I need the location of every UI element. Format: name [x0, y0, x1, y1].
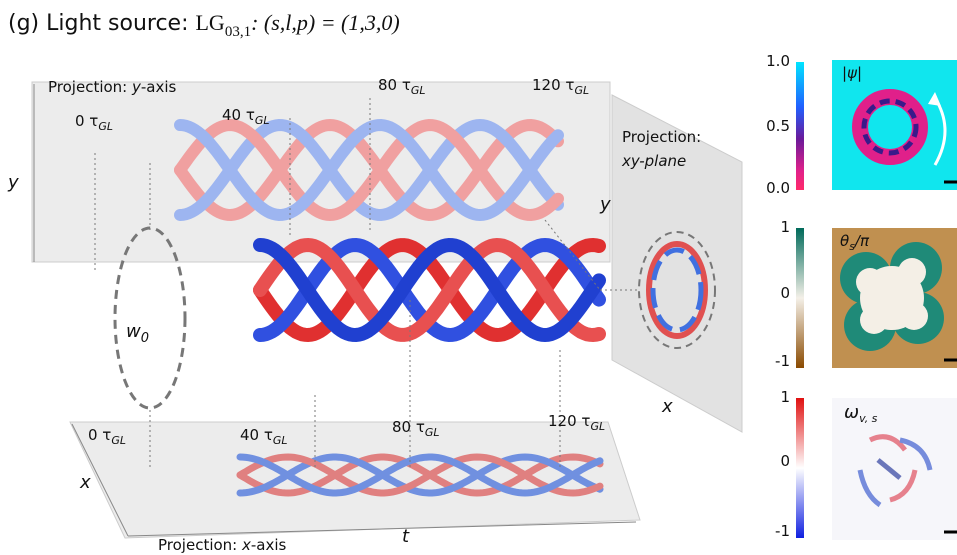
time-label: 120 τGL [532, 76, 589, 97]
colorbar [796, 62, 804, 190]
colorbar-tick: 0 [780, 284, 790, 302]
colorbar-tick: 0 [780, 452, 790, 470]
axis-label: x [79, 472, 91, 493]
colorbar [796, 398, 804, 538]
colorbar-tick: 1.0 [766, 52, 790, 70]
side-ring-red [646, 241, 708, 339]
bottom-plane [69, 421, 641, 539]
helix-strand [174, 118, 564, 222]
colorbar-tick: 1 [780, 218, 790, 236]
time-label: 80 τGL [392, 418, 440, 439]
helix-strand [174, 118, 564, 222]
waist-label: w0 [126, 321, 149, 346]
time-label: 40 τGL [240, 426, 288, 447]
colorbar-tick: -1 [775, 352, 790, 370]
panel-image [832, 398, 957, 540]
side-ring-blue [650, 247, 704, 333]
side-ring [638, 231, 716, 349]
helix-strand [253, 237, 606, 343]
vortex-pattern [857, 434, 933, 508]
helix-strand [174, 118, 564, 222]
axis-label: t [402, 526, 410, 547]
helix-strand [236, 453, 604, 497]
colorbar-tick: 0.5 [766, 117, 790, 135]
helix-strand [253, 237, 606, 343]
projection-label: Projection: x-axis [158, 536, 287, 554]
colorbar-tick: 0.0 [766, 179, 790, 197]
ring-inner [861, 98, 919, 156]
axis-line [71, 423, 129, 537]
side-label: Projection: [622, 128, 701, 146]
helix-group [174, 118, 606, 497]
panel-label: θs/π [840, 232, 870, 253]
panel-label: |ψ| [842, 64, 862, 82]
axis-line [127, 521, 637, 537]
projection-label: Projection: y-axis [48, 78, 177, 96]
colorbar-tick: 1 [780, 388, 790, 406]
arrow-head [928, 92, 941, 106]
colorbar [796, 228, 804, 368]
helix-strand [236, 453, 604, 497]
helix-strand [174, 118, 564, 222]
time-label: 40 τGL [222, 106, 270, 127]
title: (g) Light source: LG03,1: (s,l,p) = (1,3… [8, 10, 400, 40]
time-label: 120 τGL [548, 412, 605, 433]
time-label: 0 τGL [88, 426, 126, 447]
axis-label: y [599, 194, 611, 215]
clover [840, 242, 944, 351]
panel-label: ωv, s [844, 402, 878, 425]
helix-strand [236, 453, 604, 497]
colorbar-tick: -1 [775, 522, 790, 540]
projection-lines [94, 95, 640, 470]
time-label: 0 τGL [75, 112, 113, 133]
axis-label: x [661, 396, 673, 417]
side-label: xy-plane [621, 152, 686, 170]
axis-label: y [7, 172, 19, 193]
time-label: 80 τGL [378, 76, 426, 97]
side-plane [611, 94, 743, 433]
helix-strand [236, 453, 604, 497]
ring [852, 89, 928, 165]
